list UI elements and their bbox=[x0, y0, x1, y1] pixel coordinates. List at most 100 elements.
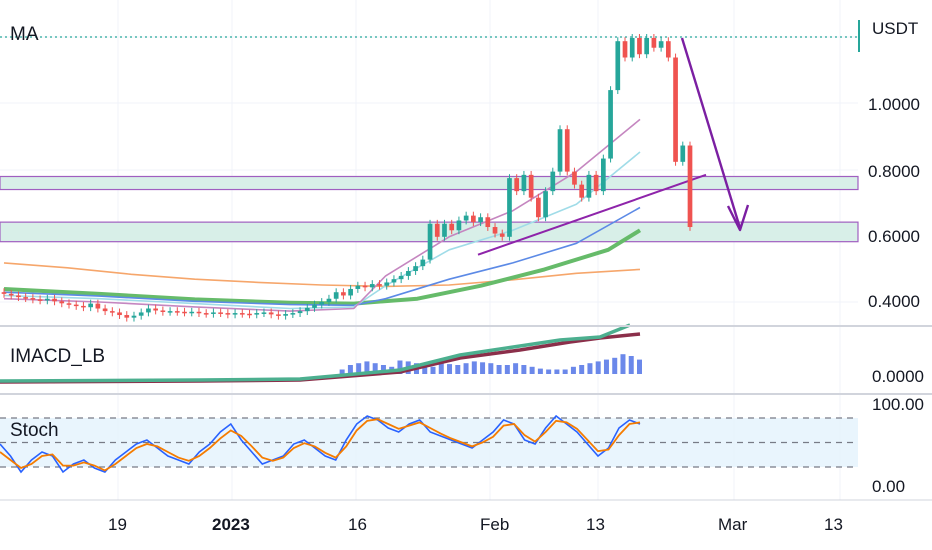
moving-average-line bbox=[3, 151, 641, 310]
macd-histogram-bar bbox=[455, 365, 461, 374]
candle-body bbox=[550, 171, 556, 192]
candle bbox=[651, 34, 657, 52]
candle bbox=[593, 170, 599, 196]
time-tick-label: Mar bbox=[718, 515, 748, 534]
candle-body bbox=[333, 292, 339, 299]
candle bbox=[492, 223, 498, 238]
stoch-pane-label: Stoch bbox=[10, 420, 59, 441]
candle bbox=[167, 307, 173, 316]
candle-body bbox=[312, 304, 317, 308]
macd-histogram-bar bbox=[595, 361, 601, 374]
candle bbox=[637, 34, 642, 59]
candle bbox=[102, 304, 108, 316]
macd-histogram-bar bbox=[447, 364, 453, 374]
price-tick-label: 1.0000 bbox=[868, 95, 920, 114]
candle-body bbox=[369, 284, 375, 288]
macd-histogram-bar bbox=[430, 366, 436, 374]
candle-body bbox=[601, 158, 606, 192]
candle bbox=[52, 294, 57, 306]
candle bbox=[247, 309, 252, 319]
candle bbox=[608, 86, 613, 163]
candle-body bbox=[615, 41, 621, 91]
candle bbox=[687, 141, 693, 231]
trendline-drawing bbox=[477, 173, 707, 256]
candle bbox=[572, 167, 577, 189]
candle bbox=[131, 311, 137, 322]
candle bbox=[377, 280, 382, 290]
candle-body bbox=[16, 295, 21, 298]
candle-body bbox=[456, 220, 462, 231]
candle-body bbox=[95, 303, 101, 309]
forecast-arrow-head bbox=[726, 204, 750, 232]
price-axis[interactable]: USDT 1.0000 0.8000 0.6000 0.4000 0.0000 … bbox=[868, 19, 924, 496]
candle bbox=[528, 170, 534, 202]
candle-body bbox=[138, 312, 144, 316]
candle-body bbox=[413, 266, 418, 272]
candle-body bbox=[514, 178, 520, 192]
moving-average-lines bbox=[3, 118, 642, 312]
candle-body bbox=[66, 303, 72, 305]
candle bbox=[189, 307, 195, 317]
candle bbox=[471, 211, 476, 227]
candle bbox=[254, 309, 260, 319]
macd-histogram-bar bbox=[637, 359, 642, 374]
candle bbox=[88, 299, 93, 312]
candle-body bbox=[167, 311, 173, 313]
pane-separators[interactable] bbox=[0, 20, 932, 501]
candle bbox=[138, 308, 144, 320]
candle bbox=[153, 304, 158, 315]
candle-body bbox=[622, 41, 628, 58]
candle bbox=[514, 174, 520, 196]
candle-body bbox=[239, 313, 245, 315]
candle-body bbox=[521, 174, 527, 192]
candle-body bbox=[297, 311, 303, 314]
candle-body bbox=[572, 171, 577, 185]
candle-body bbox=[8, 293, 14, 296]
candle bbox=[442, 219, 447, 241]
trendline bbox=[477, 173, 707, 256]
candle bbox=[406, 267, 411, 280]
time-tick-label: Feb bbox=[480, 515, 509, 534]
candle bbox=[499, 229, 505, 241]
candle bbox=[485, 213, 491, 231]
candle-body bbox=[579, 184, 585, 198]
candle-body bbox=[174, 311, 180, 313]
macd-histogram-bar bbox=[513, 363, 519, 374]
macd-histogram-bar bbox=[347, 365, 353, 374]
candle bbox=[665, 37, 671, 62]
macd-tick-label: 0.0000 bbox=[872, 367, 924, 386]
candle bbox=[232, 309, 238, 319]
candlesticks bbox=[1, 34, 693, 322]
candle-body bbox=[406, 271, 411, 276]
candle-body bbox=[109, 311, 115, 313]
candle-body bbox=[420, 259, 426, 267]
candle-body bbox=[427, 223, 433, 260]
candle bbox=[283, 310, 288, 320]
macd-histogram-bar bbox=[587, 363, 593, 374]
candle-body bbox=[593, 174, 599, 192]
time-axis[interactable]: 19 2023 16 Feb 13 Mar 13 bbox=[108, 515, 843, 534]
candle-body bbox=[247, 313, 252, 316]
candle-body bbox=[341, 292, 346, 296]
macd-histogram-bar bbox=[521, 365, 527, 374]
candle-body bbox=[304, 307, 310, 312]
candle bbox=[680, 141, 686, 166]
candle bbox=[622, 37, 628, 62]
candle bbox=[658, 37, 664, 52]
candle bbox=[355, 281, 361, 293]
candle-body bbox=[52, 298, 57, 302]
candle-body bbox=[124, 315, 130, 318]
candle bbox=[146, 304, 151, 317]
macd-histogram-bar bbox=[438, 363, 444, 374]
candle bbox=[30, 294, 36, 304]
candle-body bbox=[81, 305, 86, 308]
candle bbox=[239, 309, 245, 318]
time-tick-label: 19 bbox=[108, 515, 127, 534]
price-pane-label: MA bbox=[10, 24, 39, 45]
price-tick-label: 0.4000 bbox=[868, 292, 920, 311]
candle-body bbox=[225, 313, 231, 315]
candle bbox=[579, 180, 585, 202]
candle bbox=[629, 34, 635, 62]
candle bbox=[326, 294, 332, 306]
